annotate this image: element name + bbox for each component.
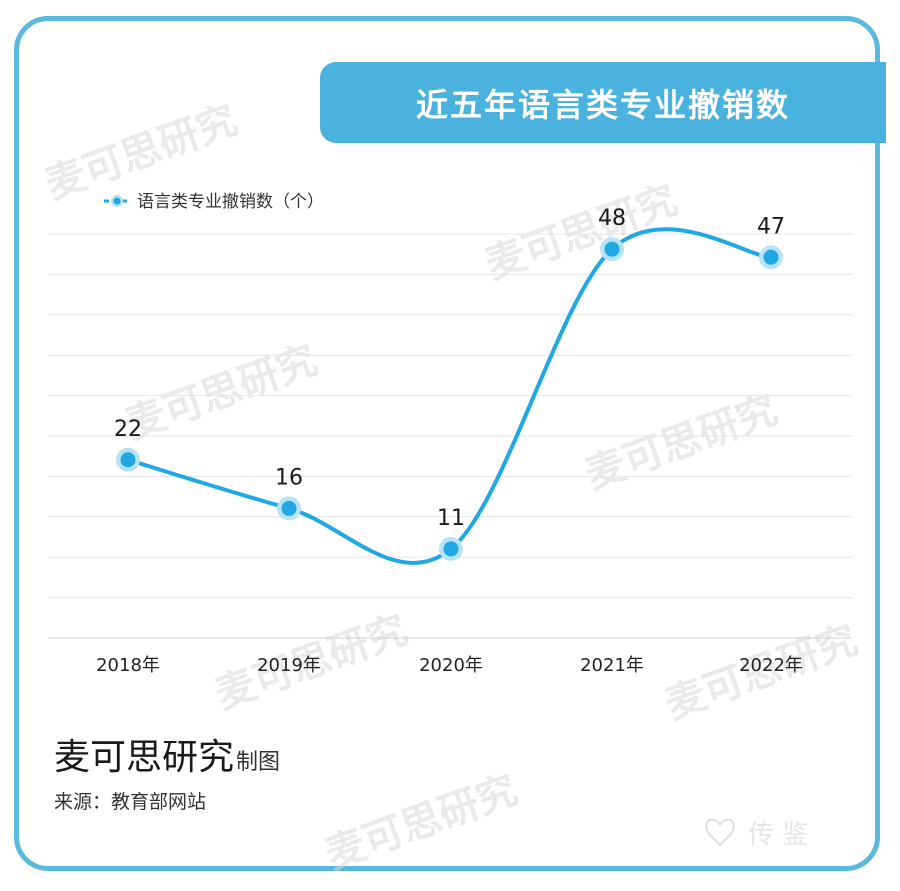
data-labels: 22 16 11 48 47 [114,206,785,531]
svg-text:传 鉴: 传 鉴 [748,820,808,850]
chart-frame [14,16,880,871]
title-banner: 近五年语言类专业撤销数 [320,62,886,143]
x-tick-label: 2021年 [580,655,644,676]
chart-title: 近五年语言类专业撤销数 [415,85,790,124]
series-line-layer [126,227,773,565]
data-label: 22 [114,417,142,442]
legend-marker-dot [113,197,121,205]
brand-suffix: 制图 [236,750,281,775]
x-tick-label: 2020年 [419,655,483,676]
x-axis-ticks: 2018年 2019年 2020年 2021年 2022年 [96,655,803,676]
data-point [763,249,779,265]
legend: 语言类专业撤销数（个） [104,192,324,212]
legend-label: 语言类专业撤销数（个） [137,192,324,212]
data-point [443,541,459,557]
gridlines [48,233,852,639]
source-note: 来源：教育部网站 [54,791,207,813]
series-line [126,227,773,565]
corner-logo-icon: 传 鉴 [705,818,808,850]
data-label: 47 [757,214,785,239]
brand-name: 麦可思研究 [54,737,235,778]
x-tick-label: 2022年 [739,655,803,676]
footer-brand: 麦可思研究制图 [54,728,280,780]
data-label: 16 [275,465,303,490]
data-point [604,241,620,257]
x-tick-label: 2019年 [257,655,321,676]
data-points [116,237,783,561]
data-label: 11 [437,506,465,531]
data-label: 48 [598,206,626,231]
data-point [120,452,136,468]
data-point [281,500,297,516]
x-tick-label: 2018年 [96,655,160,676]
